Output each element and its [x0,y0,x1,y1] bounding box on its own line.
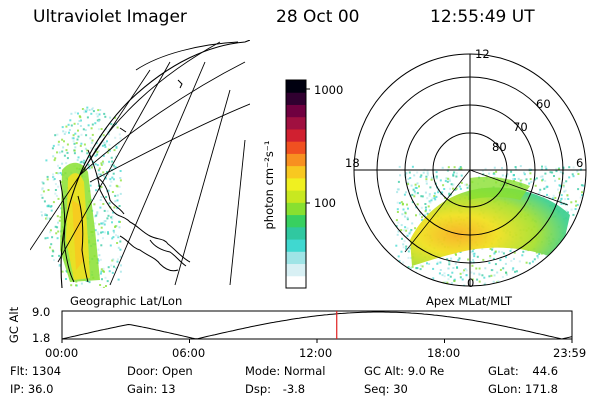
info-gain: Gain: 13 [127,382,176,396]
altitude-xtick-2359: 23:59 [553,346,587,360]
info-glat: GLat: 44.6 [488,364,559,378]
geographic-image [30,40,250,288]
date-label: 28 Oct 00 [276,7,360,27]
colorbar-stripe [286,92,306,105]
altitude-xtick-0000: 00:00 [45,346,79,360]
colorbar-tick-100: 100 [314,196,336,210]
colorbar-stripe [286,128,306,142]
mlat-label-80: 80 [492,140,507,154]
colorbar-stripe [286,165,306,179]
colorbar-stripe [286,177,306,191]
info-seq: Seq: 30 [364,382,408,396]
colorbar-stripe [286,116,306,130]
colorbar-stripe [286,239,306,252]
left-panel-label: Geographic Lat/Lon [70,294,183,308]
time-label: 12:55:49 UT [430,7,535,27]
colorbar-stripe [286,214,306,228]
auroral-oval [410,187,570,266]
info-door: Door: Open [127,364,193,378]
altitude-xtick-1800: 18:00 [427,346,461,360]
altitude-xtick-0600: 06:00 [172,346,206,360]
altitude-plot [61,310,573,343]
altitude-ylabel: GC Alt [7,306,21,344]
mlt-label-0: 0 [467,276,475,290]
mlt-label-6: 6 [576,156,584,170]
colorbar-stripe [286,263,306,277]
info-mode: Mode: Normal [245,364,326,378]
info-gc-alt: GC Alt: 9.0 Re [364,364,445,378]
info-glon: GLon: 171.8 [488,382,558,396]
colorbar-stripe [286,226,306,240]
colorbar [285,79,310,289]
colorbar-unit-label: photon cm⁻²s⁻¹ [262,140,276,230]
colorbar-stripe [286,202,306,216]
info-flt: Flt: 1304 [10,364,62,378]
mlt-label-18: 18 [345,156,360,170]
colorbar-stripe [286,80,306,93]
altitude-xtick-1200: 12:00 [299,346,333,360]
altitude-ytick-min: 1.8 [32,331,51,345]
mlat-label-70: 70 [513,120,528,134]
colorbar-tick-1000: 1000 [314,83,344,97]
colorbar-stripe [286,275,306,289]
altitude-curve [61,311,573,340]
colorbar-stripe [286,153,306,167]
mlat-label-60: 60 [536,97,551,111]
colorbar-stripe [286,251,306,265]
info-ip: IP: 36.0 [10,382,54,396]
polar-plot [353,53,587,287]
right-panel-label: Apex MLat/MLT [426,294,513,308]
earth-limb [60,40,250,288]
colorbar-stripe [286,190,306,203]
info-dsp: Dsp: -3.8 [245,382,306,396]
instrument-title: Ultraviolet Imager [33,7,187,27]
altitude-ytick-max: 9.0 [32,305,51,319]
lat-lon-grid [30,41,250,286]
mlt-label-12: 12 [475,47,490,61]
colorbar-stripe [286,104,306,118]
colorbar-stripe [286,141,306,154]
